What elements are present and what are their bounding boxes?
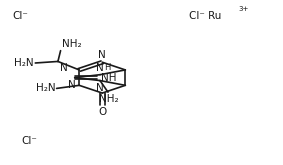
Text: Cl⁻: Cl⁻ bbox=[21, 136, 37, 146]
Text: N: N bbox=[60, 63, 68, 73]
Text: H₂N: H₂N bbox=[36, 83, 55, 93]
Text: N: N bbox=[96, 83, 103, 93]
Text: Cl⁻: Cl⁻ bbox=[13, 11, 29, 21]
Text: NH: NH bbox=[101, 73, 117, 83]
Text: H: H bbox=[104, 63, 111, 72]
Text: N: N bbox=[68, 80, 76, 90]
Text: NH₂: NH₂ bbox=[62, 39, 82, 49]
Text: N: N bbox=[96, 63, 103, 73]
Text: 3+: 3+ bbox=[238, 6, 248, 12]
Text: Cl⁻ Ru: Cl⁻ Ru bbox=[189, 11, 222, 21]
Text: H₂N: H₂N bbox=[14, 58, 34, 68]
Text: O: O bbox=[98, 107, 106, 116]
Text: NH₂: NH₂ bbox=[99, 94, 118, 104]
Text: N: N bbox=[98, 50, 106, 60]
